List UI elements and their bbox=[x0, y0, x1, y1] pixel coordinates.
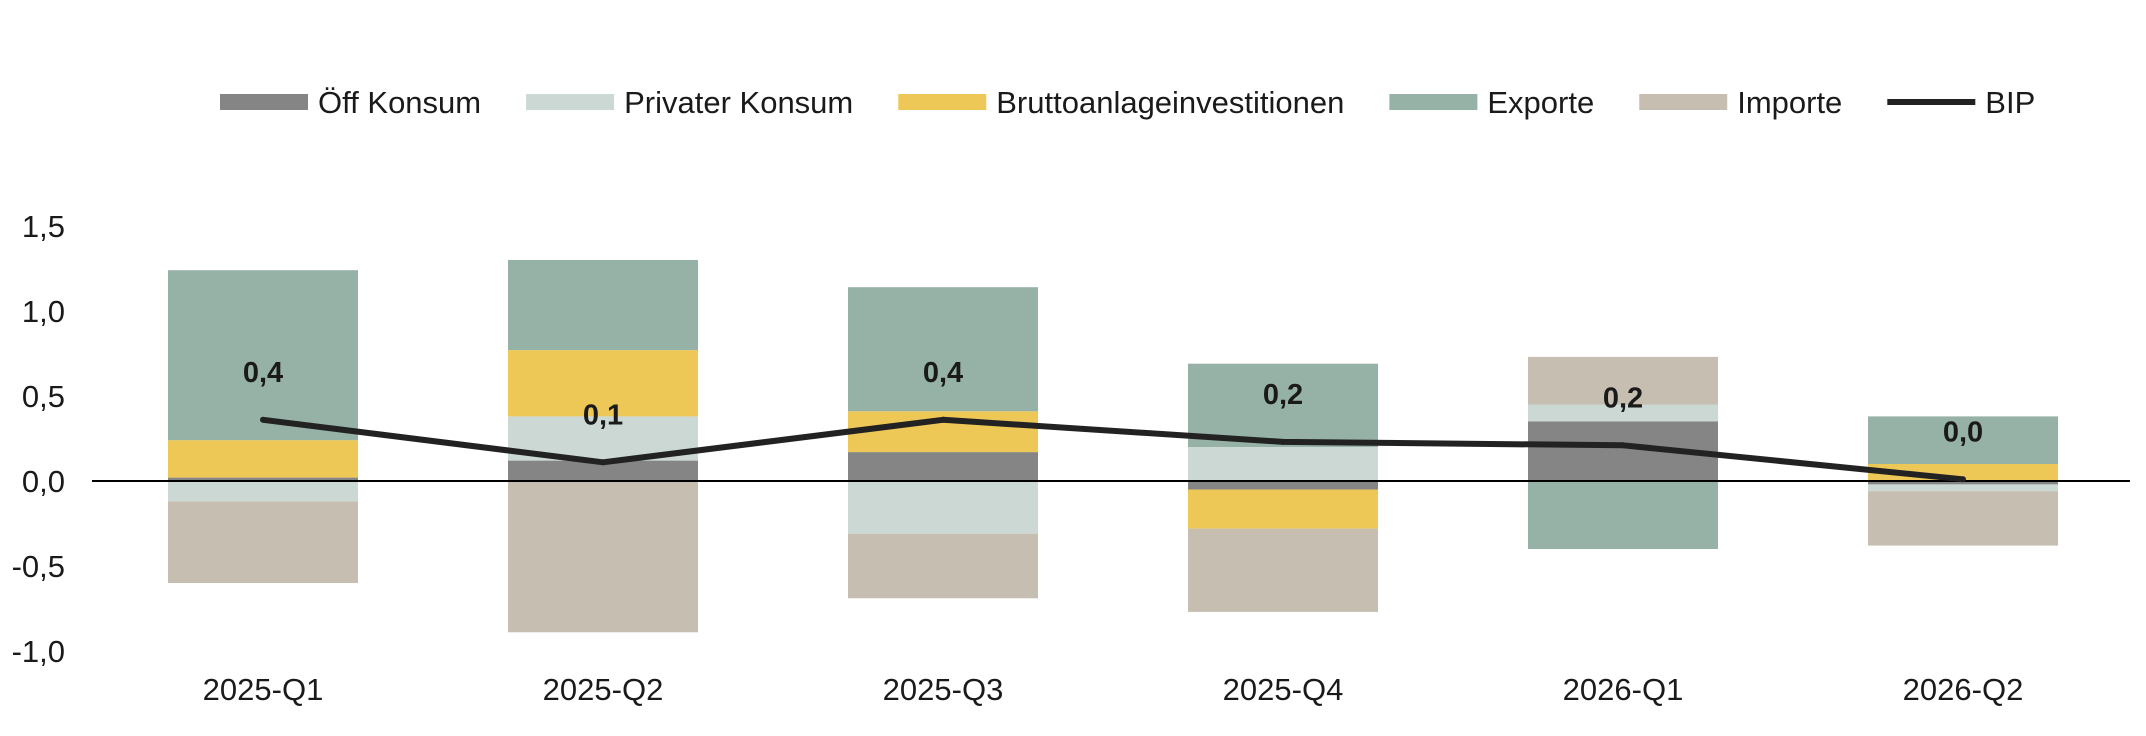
bar-segment-bruttoanlageinvestitionen bbox=[168, 440, 358, 478]
y-tick-label: -1,0 bbox=[12, 634, 65, 669]
bar-segment-oeff-konsum bbox=[168, 477, 358, 481]
legend-label: Privater Konsum bbox=[624, 85, 853, 120]
bar-segment-oeff-konsum bbox=[1188, 481, 1378, 490]
bar-segment-exporte bbox=[1528, 481, 1718, 549]
bip-point bbox=[1960, 476, 1966, 483]
bar-stack-2025-Q1 bbox=[168, 270, 358, 583]
bars bbox=[168, 260, 2058, 633]
legend-swatch bbox=[220, 94, 308, 110]
legend-swatch bbox=[526, 94, 615, 110]
bar-segment-privater-konsum bbox=[1868, 484, 2058, 492]
legend-item-bruttoanlageinvestitionen: Bruttoanlageinvestitionen bbox=[898, 85, 1344, 120]
bar-segment-importe bbox=[848, 533, 1038, 599]
legend-item-oeff-konsum: Öff Konsum bbox=[220, 85, 481, 120]
bar-segment-exporte bbox=[1188, 363, 1378, 447]
bip-point bbox=[600, 459, 606, 466]
legend: Öff Konsum Privater Konsum Bruttoanlageinv… bbox=[220, 85, 2035, 120]
legend-swatch bbox=[1639, 94, 1728, 110]
legend-label: Öff Konsum bbox=[318, 85, 481, 120]
y-axis: -1,0 -0,5 0,0 0,5 1,0 1,5 bbox=[12, 209, 65, 669]
bar-segment-bruttoanlageinvestitionen bbox=[1188, 489, 1378, 529]
bar-segment-exporte bbox=[848, 287, 1038, 412]
y-tick-label: 1,5 bbox=[22, 209, 65, 244]
y-tick-label: -0,5 bbox=[12, 549, 65, 584]
bar-segment-privater-konsum bbox=[1188, 447, 1378, 481]
legend-item-privater-konsum: Privater Konsum bbox=[526, 85, 853, 120]
bar-segment-importe bbox=[1868, 491, 2058, 546]
x-tick-label: 2026-Q2 bbox=[1903, 672, 2024, 707]
bip-data-label: 0,0 bbox=[1943, 416, 1983, 448]
bar-segment-importe bbox=[1528, 356, 1718, 405]
bar-segment-exporte bbox=[168, 270, 358, 441]
bar-stack-2025-Q2 bbox=[508, 260, 698, 633]
x-axis: 2025-Q1 2025-Q2 2025-Q3 2025-Q4 2026-Q1 2026-… bbox=[203, 672, 2024, 707]
bar-segment-bruttoanlageinvestitionen bbox=[508, 350, 698, 417]
bar-segment-importe bbox=[168, 501, 358, 583]
bar-segment-oeff-konsum bbox=[848, 452, 1038, 481]
x-tick-label: 2026-Q1 bbox=[1563, 672, 1684, 707]
legend-label: Exporte bbox=[1487, 85, 1594, 120]
bar-segment-privater-konsum bbox=[848, 481, 1038, 534]
bar-stack-2025-Q3 bbox=[848, 287, 1038, 599]
bip-data-label: 0,1 bbox=[583, 399, 623, 431]
x-tick-label: 2025-Q4 bbox=[1223, 672, 1344, 707]
legend-item-importe: Importe bbox=[1639, 85, 1842, 120]
bip-data-label: 0,4 bbox=[923, 357, 963, 389]
x-tick-label: 2025-Q2 bbox=[543, 672, 664, 707]
legend-swatch bbox=[1389, 94, 1478, 110]
data-labels: 0,4 0,1 0,4 0,2 0,2 0,0 bbox=[243, 357, 1983, 449]
bar-segment-exporte bbox=[1868, 416, 2058, 464]
y-tick-label: 0,5 bbox=[22, 379, 65, 414]
bar-segment-oeff-konsum bbox=[508, 460, 698, 481]
bar-segment-privater-konsum bbox=[168, 481, 358, 502]
legend-label: Importe bbox=[1737, 85, 1842, 120]
legend-label: Bruttoanlageinvestitionen bbox=[996, 85, 1344, 120]
bip-point bbox=[1280, 438, 1286, 445]
y-tick-label: 0,0 bbox=[22, 464, 65, 499]
legend-item-exporte: Exporte bbox=[1389, 85, 1594, 120]
bip-point bbox=[940, 416, 946, 423]
y-tick-label: 1,0 bbox=[22, 294, 65, 329]
bip-data-label: 0,4 bbox=[243, 357, 283, 389]
bar-segment-oeff-konsum bbox=[1868, 481, 2058, 485]
bip-line-group bbox=[260, 416, 1966, 483]
x-tick-label: 2025-Q3 bbox=[883, 672, 1004, 707]
bar-stack-2026-Q2 bbox=[1868, 416, 2058, 546]
legend-label: BIP bbox=[1985, 85, 2035, 120]
x-tick-label: 2025-Q1 bbox=[203, 672, 324, 707]
legend-item-bip: BIP bbox=[1887, 85, 2035, 120]
bip-line bbox=[262, 416, 1964, 483]
bip-data-label: 0,2 bbox=[1263, 379, 1303, 411]
legend-swatch bbox=[898, 94, 987, 110]
bip-point bbox=[1620, 442, 1626, 449]
bip-data-label: 0,2 bbox=[1603, 382, 1643, 414]
bar-segment-importe bbox=[1188, 528, 1378, 612]
bar-segment-exporte bbox=[508, 260, 698, 351]
bip-point bbox=[260, 416, 266, 423]
bar-stack-2025-Q4 bbox=[1188, 363, 1378, 612]
bar-segment-privater-konsum bbox=[1528, 404, 1718, 422]
bar-segment-importe bbox=[508, 481, 698, 633]
